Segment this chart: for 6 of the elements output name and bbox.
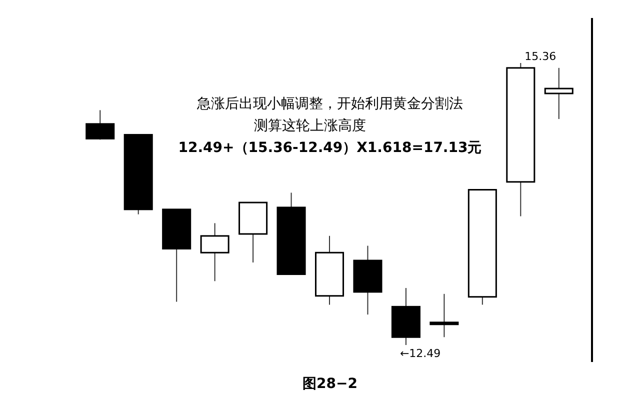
annotation: 急涨后出现小幅调整，开始利用黄金分割法: [196, 96, 463, 112]
annotation: 12.49+（15.36-12.49）X1.618=17.13元: [178, 140, 482, 156]
text: ←12.49: [400, 347, 441, 360]
annotation: 测算这轮上涨高度: [254, 118, 366, 134]
annotation: 15.36: [524, 50, 556, 63]
caption: 图28−2: [302, 376, 358, 392]
